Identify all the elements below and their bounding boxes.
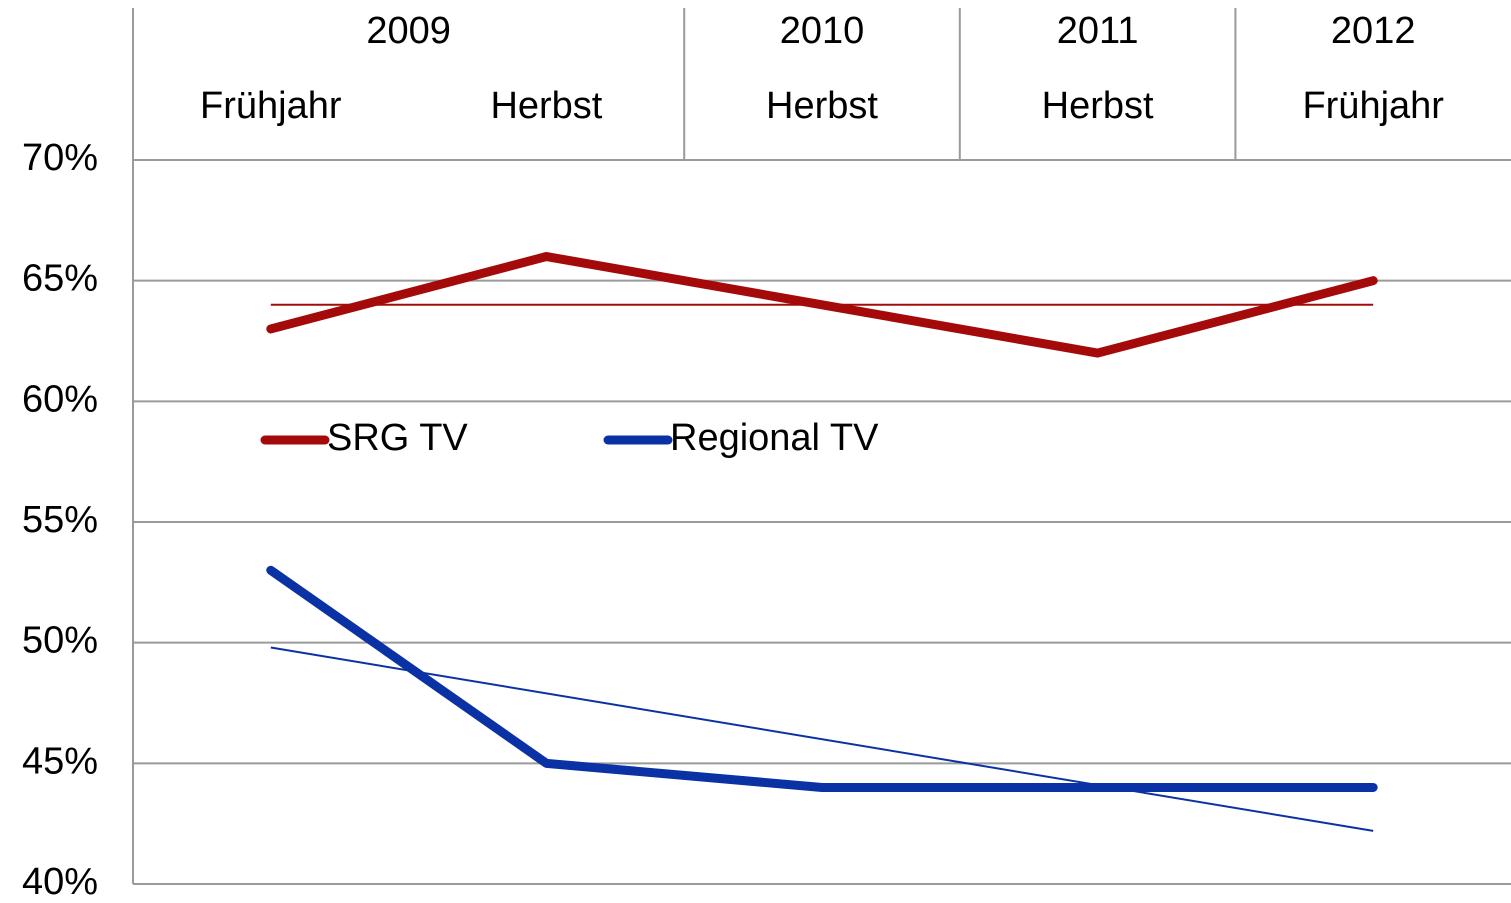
series-line bbox=[266, 565, 1378, 792]
y-tick-label: 40% bbox=[22, 861, 98, 903]
series-line bbox=[266, 252, 1378, 358]
group-label: 2009 bbox=[366, 10, 451, 52]
legend-label: SRG TV bbox=[327, 417, 468, 459]
y-tick-label: 60% bbox=[22, 378, 98, 420]
y-tick-label: 55% bbox=[22, 499, 98, 541]
group-label: 2011 bbox=[1057, 10, 1139, 52]
y-tick-label: 50% bbox=[22, 620, 98, 662]
x-tick-label: Frühjahr bbox=[1302, 85, 1444, 127]
group-label: 2012 bbox=[1331, 10, 1416, 52]
x-tick-label: Herbst bbox=[1042, 85, 1154, 127]
group-label: 2010 bbox=[780, 10, 865, 52]
legend-label: Regional TV bbox=[670, 417, 879, 459]
y-tick-label: 45% bbox=[22, 740, 98, 782]
x-tick-label: Herbst bbox=[490, 85, 602, 127]
trendline bbox=[270, 646, 1374, 832]
y-tick-label: 70% bbox=[22, 137, 98, 179]
x-tick-label: Frühjahr bbox=[200, 85, 342, 127]
y-tick-label: 65% bbox=[22, 258, 98, 300]
x-tick-label: Herbst bbox=[766, 85, 878, 127]
